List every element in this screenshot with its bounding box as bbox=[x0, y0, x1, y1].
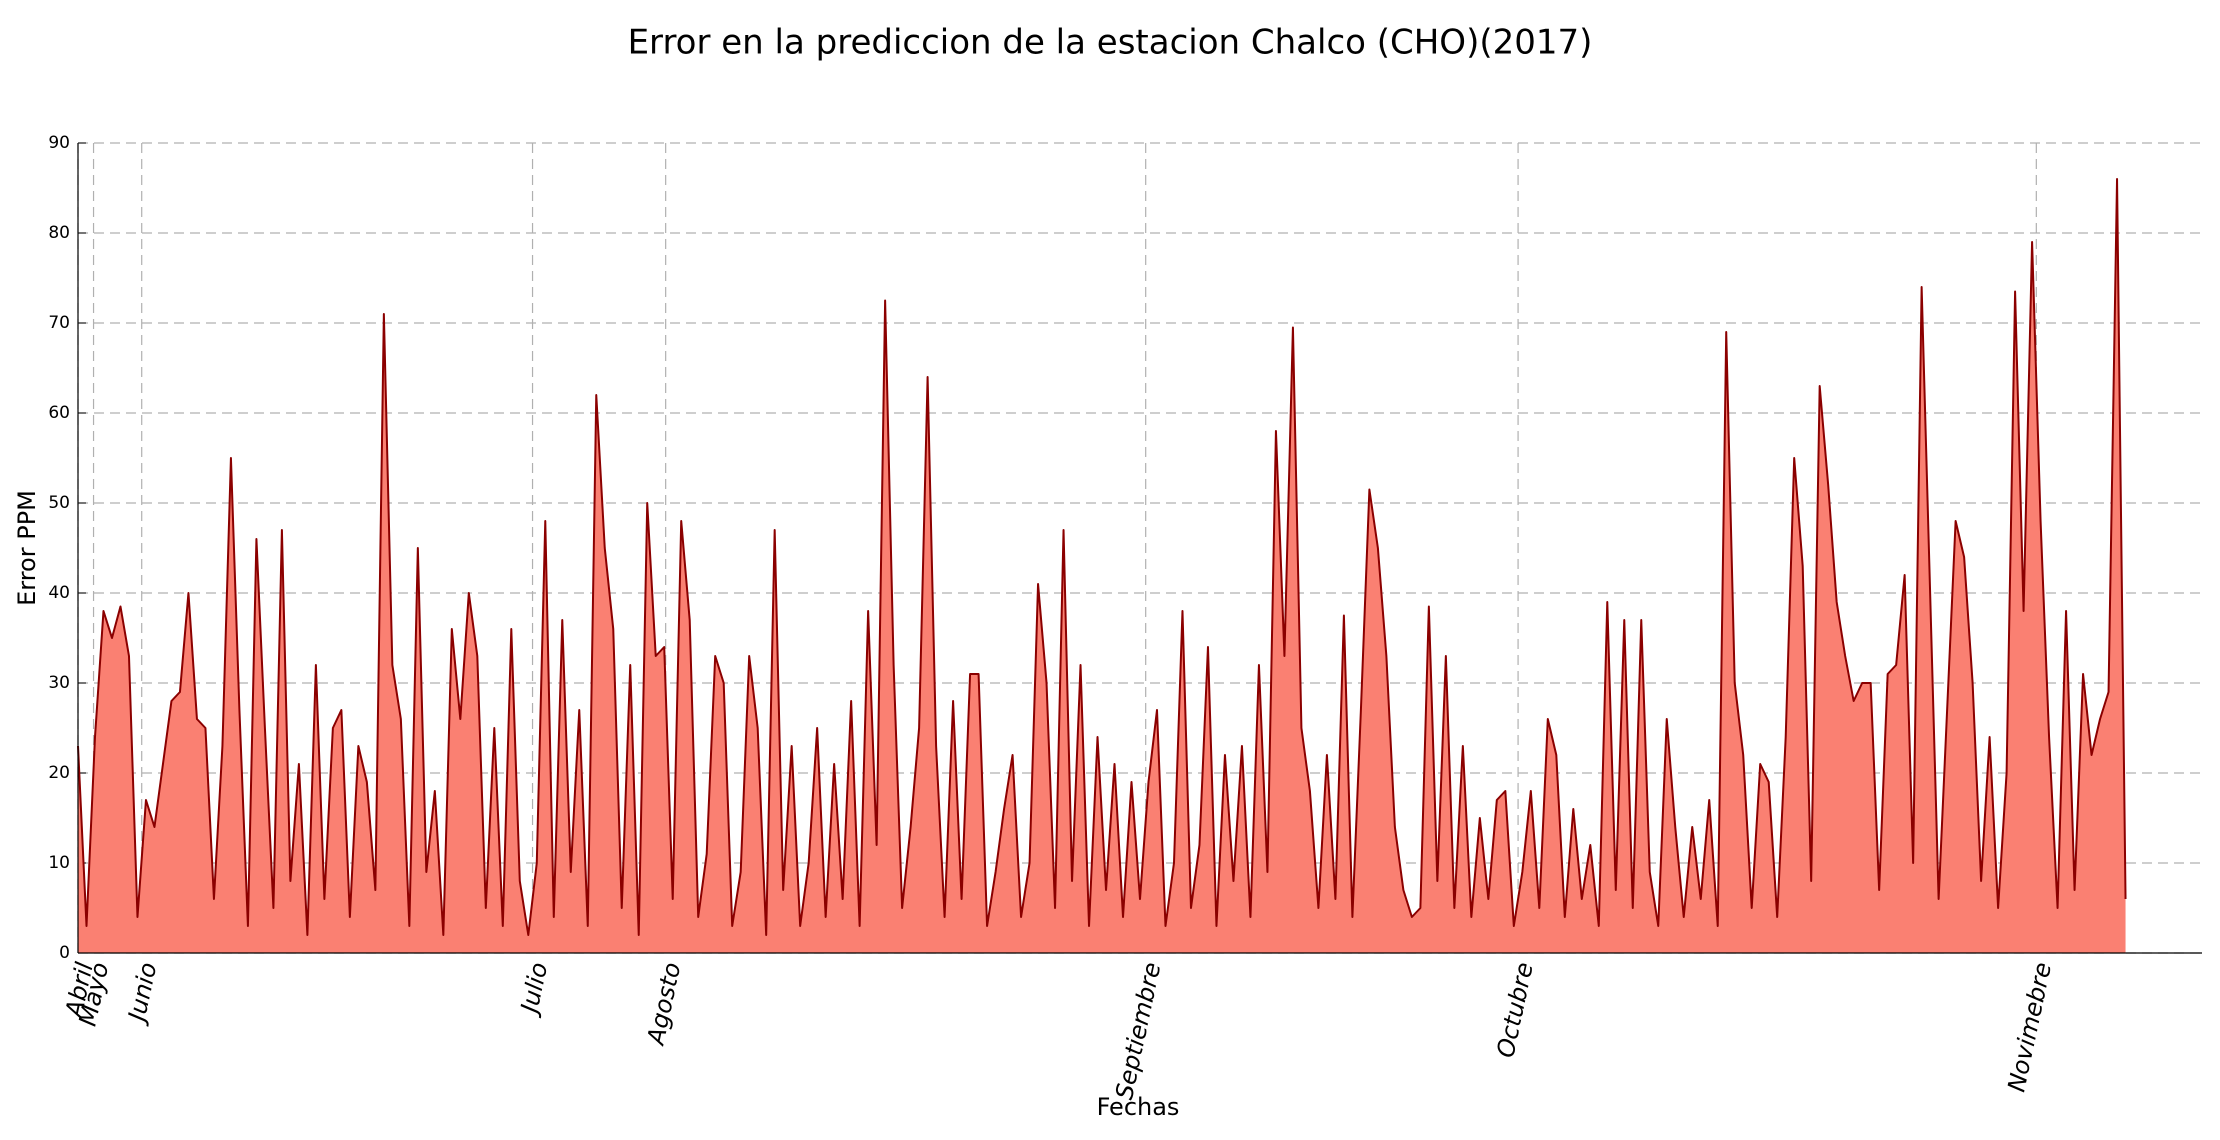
y-tick-label: 60 bbox=[48, 403, 70, 423]
y-tick-label: 90 bbox=[48, 133, 70, 153]
y-tick-label: 50 bbox=[48, 493, 70, 513]
y-tick-label: 80 bbox=[48, 223, 70, 243]
x-axis-label: Fechas bbox=[1097, 1093, 1180, 1121]
y-tick-label: 40 bbox=[48, 583, 70, 603]
y-tick-label: 10 bbox=[48, 853, 70, 873]
y-tick-label: 30 bbox=[48, 673, 70, 693]
chart-title: Error en la prediccion de la estacion Ch… bbox=[628, 23, 1593, 63]
y-tick-label: 20 bbox=[48, 763, 70, 783]
line bbox=[77, 178, 2127, 936]
y-axis-label: Error PPM bbox=[13, 490, 41, 606]
y-tick-label: 70 bbox=[48, 313, 70, 333]
area-fill bbox=[78, 179, 2126, 953]
y-tick-label: 0 bbox=[59, 943, 70, 963]
